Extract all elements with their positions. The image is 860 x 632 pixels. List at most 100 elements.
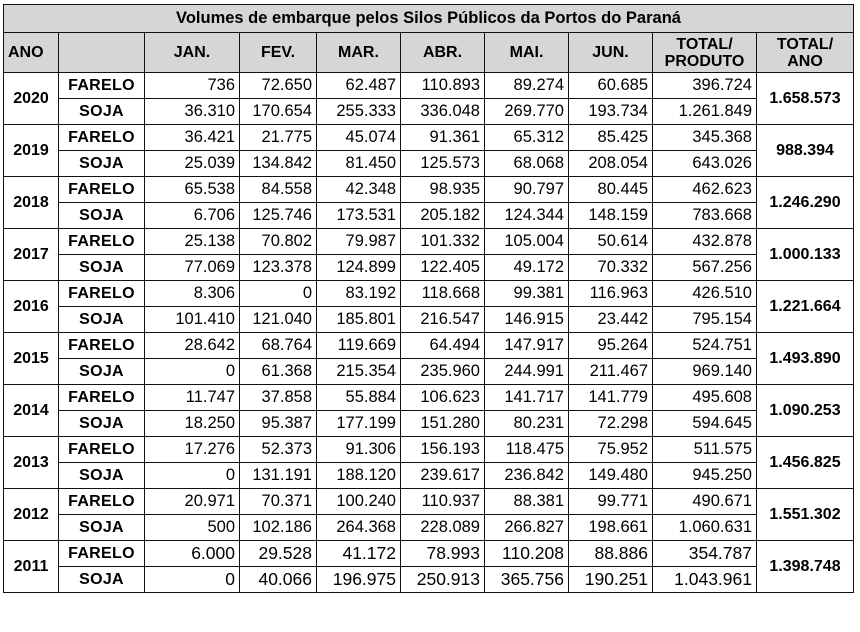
header-total-ano-line2: ANO bbox=[787, 52, 823, 70]
product-cell: FARELO bbox=[58, 436, 145, 463]
product-cell: SOJA bbox=[58, 514, 145, 541]
product-cell: FARELO bbox=[58, 280, 145, 307]
month-value-cell: 6.706 bbox=[144, 202, 240, 229]
product-total-cell: 795.154 bbox=[652, 306, 757, 333]
month-value-cell: 88.381 bbox=[484, 488, 569, 515]
product-total-cell: 783.668 bbox=[652, 202, 757, 229]
month-value-cell: 8.306 bbox=[144, 280, 240, 307]
table-row: SOJA 36.310 170.654 255.333 336.048 269.770 19… bbox=[4, 98, 854, 125]
month-value-cell: 25.138 bbox=[144, 228, 240, 255]
month-value-cell: 70.371 bbox=[239, 488, 317, 515]
month-value-cell: 28.642 bbox=[144, 332, 240, 359]
month-value-cell: 65.312 bbox=[484, 124, 569, 151]
month-value-cell: 72.298 bbox=[568, 410, 653, 437]
table-row: SOJA 0 131.191 188.120 239.617 236.842 149.480… bbox=[4, 462, 854, 489]
month-value-cell: 173.531 bbox=[316, 202, 401, 229]
month-value-cell: 95.264 bbox=[568, 332, 653, 359]
month-value-cell: 91.361 bbox=[400, 124, 485, 151]
month-value-cell: 78.993 bbox=[400, 540, 485, 567]
month-value-cell: 11.747 bbox=[144, 384, 240, 411]
product-total-cell: 462.623 bbox=[652, 176, 757, 203]
table-row: SOJA 25.039 134.842 81.450 125.573 68.068 208.… bbox=[4, 150, 854, 177]
product-total-cell: 945.250 bbox=[652, 462, 757, 489]
month-value-cell: 736 bbox=[144, 72, 240, 99]
month-value-cell: 185.801 bbox=[316, 306, 401, 333]
month-value-cell: 29.528 bbox=[239, 540, 317, 567]
month-value-cell: 188.120 bbox=[316, 462, 401, 489]
month-value-cell: 102.186 bbox=[239, 514, 317, 541]
month-value-cell: 101.410 bbox=[144, 306, 240, 333]
month-value-cell: 41.172 bbox=[316, 540, 401, 567]
product-cell: SOJA bbox=[58, 566, 145, 593]
month-value-cell: 500 bbox=[144, 514, 240, 541]
header-month: JAN. bbox=[144, 32, 240, 73]
year-cell: 2017 bbox=[3, 228, 59, 281]
month-value-cell: 75.952 bbox=[568, 436, 653, 463]
month-value-cell: 211.467 bbox=[568, 358, 653, 385]
month-value-cell: 95.387 bbox=[239, 410, 317, 437]
product-total-cell: 396.724 bbox=[652, 72, 757, 99]
product-total-cell: 495.608 bbox=[652, 384, 757, 411]
month-value-cell: 110.208 bbox=[484, 540, 569, 567]
month-value-cell: 151.280 bbox=[400, 410, 485, 437]
month-value-cell: 81.450 bbox=[316, 150, 401, 177]
product-total-cell: 426.510 bbox=[652, 280, 757, 307]
month-value-cell: 88.886 bbox=[568, 540, 653, 567]
product-total-cell: 524.751 bbox=[652, 332, 757, 359]
month-value-cell: 99.771 bbox=[568, 488, 653, 515]
header-month: MAR. bbox=[316, 32, 401, 73]
month-value-cell: 336.048 bbox=[400, 98, 485, 125]
year-cell: 2013 bbox=[3, 436, 59, 489]
product-total-cell: 490.671 bbox=[652, 488, 757, 515]
year-total-cell: 1.658.573 bbox=[755, 72, 855, 125]
table-row: SOJA 18.250 95.387 177.199 151.280 80.231 72.2… bbox=[4, 410, 854, 437]
year-cell: 2014 bbox=[3, 384, 59, 437]
month-value-cell: 105.004 bbox=[484, 228, 569, 255]
month-value-cell: 36.310 bbox=[144, 98, 240, 125]
shipment-volumes-table: Volumes de embarque pelos Silos Públicos… bbox=[2, 4, 855, 593]
month-value-cell: 70.802 bbox=[239, 228, 317, 255]
product-cell: FARELO bbox=[58, 540, 145, 567]
month-value-cell: 205.182 bbox=[400, 202, 485, 229]
product-cell: SOJA bbox=[58, 202, 145, 229]
year-total-cell: 1.456.825 bbox=[755, 436, 855, 489]
month-value-cell: 0 bbox=[144, 566, 240, 593]
year-cell: 2011 bbox=[3, 540, 59, 593]
header-blank bbox=[58, 32, 145, 73]
product-total-cell: 511.575 bbox=[652, 436, 757, 463]
product-total-cell: 354.787 bbox=[652, 540, 757, 567]
table-row: SOJA 0 61.368 215.354 235.960 244.991 211.467 9… bbox=[4, 358, 854, 385]
product-cell: FARELO bbox=[58, 332, 145, 359]
product-total-cell: 643.026 bbox=[652, 150, 757, 177]
month-value-cell: 61.368 bbox=[239, 358, 317, 385]
month-value-cell: 156.193 bbox=[400, 436, 485, 463]
product-cell: SOJA bbox=[58, 98, 145, 125]
month-value-cell: 80.445 bbox=[568, 176, 653, 203]
month-value-cell: 100.240 bbox=[316, 488, 401, 515]
month-value-cell: 64.494 bbox=[400, 332, 485, 359]
month-value-cell: 68.764 bbox=[239, 332, 317, 359]
month-value-cell: 244.991 bbox=[484, 358, 569, 385]
product-total-cell: 567.256 bbox=[652, 254, 757, 281]
month-value-cell: 85.425 bbox=[568, 124, 653, 151]
year-cell: 2016 bbox=[3, 280, 59, 333]
header-month: ABR. bbox=[400, 32, 485, 73]
year-cell: 2020 bbox=[3, 72, 59, 125]
month-value-cell: 79.987 bbox=[316, 228, 401, 255]
month-value-cell: 198.661 bbox=[568, 514, 653, 541]
product-total-cell: 345.368 bbox=[652, 124, 757, 151]
month-value-cell: 255.333 bbox=[316, 98, 401, 125]
month-value-cell: 90.797 bbox=[484, 176, 569, 203]
year-cell: 2018 bbox=[3, 176, 59, 229]
product-total-cell: 594.645 bbox=[652, 410, 757, 437]
table-row: 2017 FARELO 25.138 70.802 79.987 101.332 105.0… bbox=[3, 228, 855, 281]
table-row: 2013 FARELO 17.276 52.373 91.306 156.193 118.4… bbox=[3, 436, 855, 489]
product-cell: SOJA bbox=[58, 410, 145, 437]
table-row: SOJA 77.069 123.378 124.899 122.405 49.172 70.… bbox=[4, 254, 854, 281]
month-value-cell: 125.746 bbox=[239, 202, 317, 229]
month-value-cell: 18.250 bbox=[144, 410, 240, 437]
month-value-cell: 121.040 bbox=[239, 306, 317, 333]
product-total-cell: 1.261.849 bbox=[652, 98, 757, 125]
year-cell: 2012 bbox=[3, 488, 59, 541]
table-row: 2020 FARELO 736 72.650 62.487 110.893 89.274 60… bbox=[3, 72, 855, 125]
